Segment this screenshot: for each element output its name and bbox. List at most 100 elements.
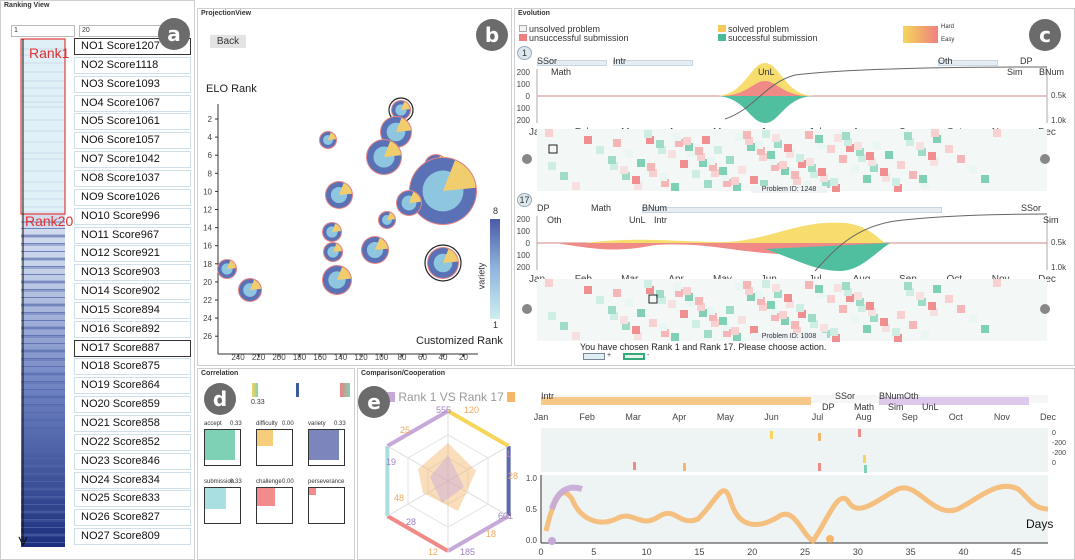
heat-cell (957, 305, 965, 313)
ranking-list-item[interactable]: NO26 Score827 (74, 509, 191, 527)
evolution-chart[interactable]: 20010001002000.5k1.0kJanFebMarAprMayJunJ… (515, 9, 1075, 366)
label-e-badge: e (358, 386, 390, 418)
tag-label: Sim (1043, 215, 1059, 225)
heat-prev-arrow (522, 304, 532, 314)
heat-cell (919, 175, 927, 183)
ranking-list-item[interactable]: NO14 Score902 (74, 283, 191, 301)
rank-start-input[interactable]: 1 (11, 25, 75, 37)
cmp-month: Jul (812, 412, 824, 422)
corr-cell[interactable] (256, 487, 293, 524)
heat-cell (747, 143, 755, 151)
evolution-title: Evolution (518, 10, 550, 17)
heat-cell (796, 154, 804, 162)
player-glyph (323, 242, 343, 262)
ranking-list-item[interactable]: NO25 Score833 (74, 490, 191, 508)
heat-cell (637, 159, 645, 167)
ranking-list-item[interactable]: NO3 Score1093 (74, 75, 191, 93)
heat-cell (608, 156, 616, 164)
legend-unsuccessful: unsuccessful submission (519, 33, 629, 43)
ranking-list-item[interactable]: NO7 Score1042 (74, 151, 191, 169)
ranking-list-item[interactable]: NO2 Score1118 (74, 56, 191, 74)
ranking-list-item[interactable]: NO5 Score1061 (74, 113, 191, 131)
heat-cell (930, 308, 938, 316)
heat-cell (671, 333, 679, 341)
y-tick-label: 24 (203, 314, 212, 323)
unsuccessful-area (720, 81, 810, 96)
ranking-list-item[interactable]: NO23 Score846 (74, 452, 191, 470)
heat-cell (634, 332, 642, 340)
ranking-list-item[interactable]: NO15 Score894 (74, 301, 191, 319)
ranking-list-item[interactable]: NO18 Score875 (74, 358, 191, 376)
heat-cell (726, 156, 734, 164)
tag-label: Oth (938, 56, 953, 66)
ranking-list-item[interactable]: NO19 Score864 (74, 377, 191, 395)
ranking-list-item[interactable]: NO13 Score903 (74, 264, 191, 282)
add-action-button[interactable] (583, 353, 605, 360)
cmp-y-label: 1.0 (526, 474, 538, 483)
ranking-list-item[interactable]: NO20 Score859 (74, 396, 191, 414)
hex-edge (447, 514, 510, 553)
corr-cell[interactable] (204, 487, 241, 524)
corr-cell[interactable] (308, 429, 345, 466)
ranking-list-item[interactable]: NO24 Score834 (74, 471, 191, 489)
successful-area-2 (765, 243, 890, 271)
back-button[interactable]: Back (210, 35, 246, 48)
heat-cell (721, 173, 729, 181)
heat-cell (711, 319, 719, 327)
heat-cell (928, 152, 936, 160)
hex-label: 120 (464, 405, 479, 415)
ranking-list-item[interactable]: NO11 Score967 (74, 226, 191, 244)
cmp-month: Aug (856, 412, 872, 422)
heat-cell (957, 155, 965, 163)
solved-area-2 (585, 222, 885, 243)
heat-cell (743, 131, 751, 139)
heat-cell (697, 153, 705, 161)
heat-cell (858, 154, 866, 162)
row1-badge[interactable]: 1 (517, 46, 532, 60)
heat-cell (644, 280, 652, 288)
remove-action-button[interactable] (623, 353, 645, 360)
ranking-list-item[interactable]: NO6 Score1057 (74, 132, 191, 150)
corr-cell[interactable] (256, 429, 293, 466)
heat-cell (798, 310, 806, 318)
corr-legend-bar-2 (296, 383, 299, 397)
heat-cell (921, 181, 929, 189)
corr-cell[interactable] (204, 429, 241, 466)
row2-badge[interactable]: 17 (517, 193, 532, 207)
ranking-list-item[interactable]: NO21 Score858 (74, 415, 191, 432)
elo-rank-label: ELO Rank (206, 83, 257, 95)
heat-cell (572, 332, 580, 340)
ranking-overview-bar[interactable] (18, 37, 68, 549)
heat-cell (834, 284, 842, 292)
ranking-list-item[interactable]: NO27 Score809 (74, 528, 191, 546)
ranking-list-item[interactable]: NO8 Score1037 (74, 169, 191, 187)
cmp-month: Apr (672, 412, 686, 422)
heat-cell (851, 165, 859, 173)
hex-edge (447, 409, 510, 448)
cmp-bar (858, 429, 861, 437)
cumulative-line-2 (814, 213, 1048, 272)
heat-cell (723, 329, 731, 337)
x-tick-label: 60 (418, 353, 427, 362)
heat-cell (668, 150, 676, 158)
corr-cell[interactable] (308, 487, 345, 524)
ranking-list-item[interactable]: NO4 Score1067 (74, 94, 191, 112)
ranking-list-item[interactable]: NO16 Score892 (74, 320, 191, 338)
player-glyph (322, 222, 342, 242)
ranking-list-item[interactable]: NO12 Score921 (74, 245, 191, 263)
variety-legend-label: variety (476, 262, 487, 290)
heat-cell (735, 283, 743, 291)
ranking-list-item[interactable]: NO9 Score1026 (74, 188, 191, 206)
add-action-label: + (607, 352, 612, 359)
heat-cell (856, 298, 864, 306)
ranking-list-item[interactable]: NO17 Score887 (74, 339, 191, 357)
rank17-dot (826, 535, 834, 543)
ranking-list-item[interactable]: NO10 Score996 (74, 207, 191, 225)
cmp-x-label: 30 (853, 547, 863, 557)
tag-label: BNum (1039, 67, 1065, 77)
ranking-list-item[interactable]: NO22 Score852 (74, 433, 191, 451)
cmp-bar (864, 465, 867, 473)
heat-cell (906, 138, 914, 146)
cmp-tag-bar (879, 397, 1029, 405)
